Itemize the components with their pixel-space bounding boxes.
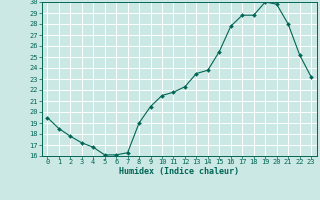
X-axis label: Humidex (Indice chaleur): Humidex (Indice chaleur) [119,167,239,176]
